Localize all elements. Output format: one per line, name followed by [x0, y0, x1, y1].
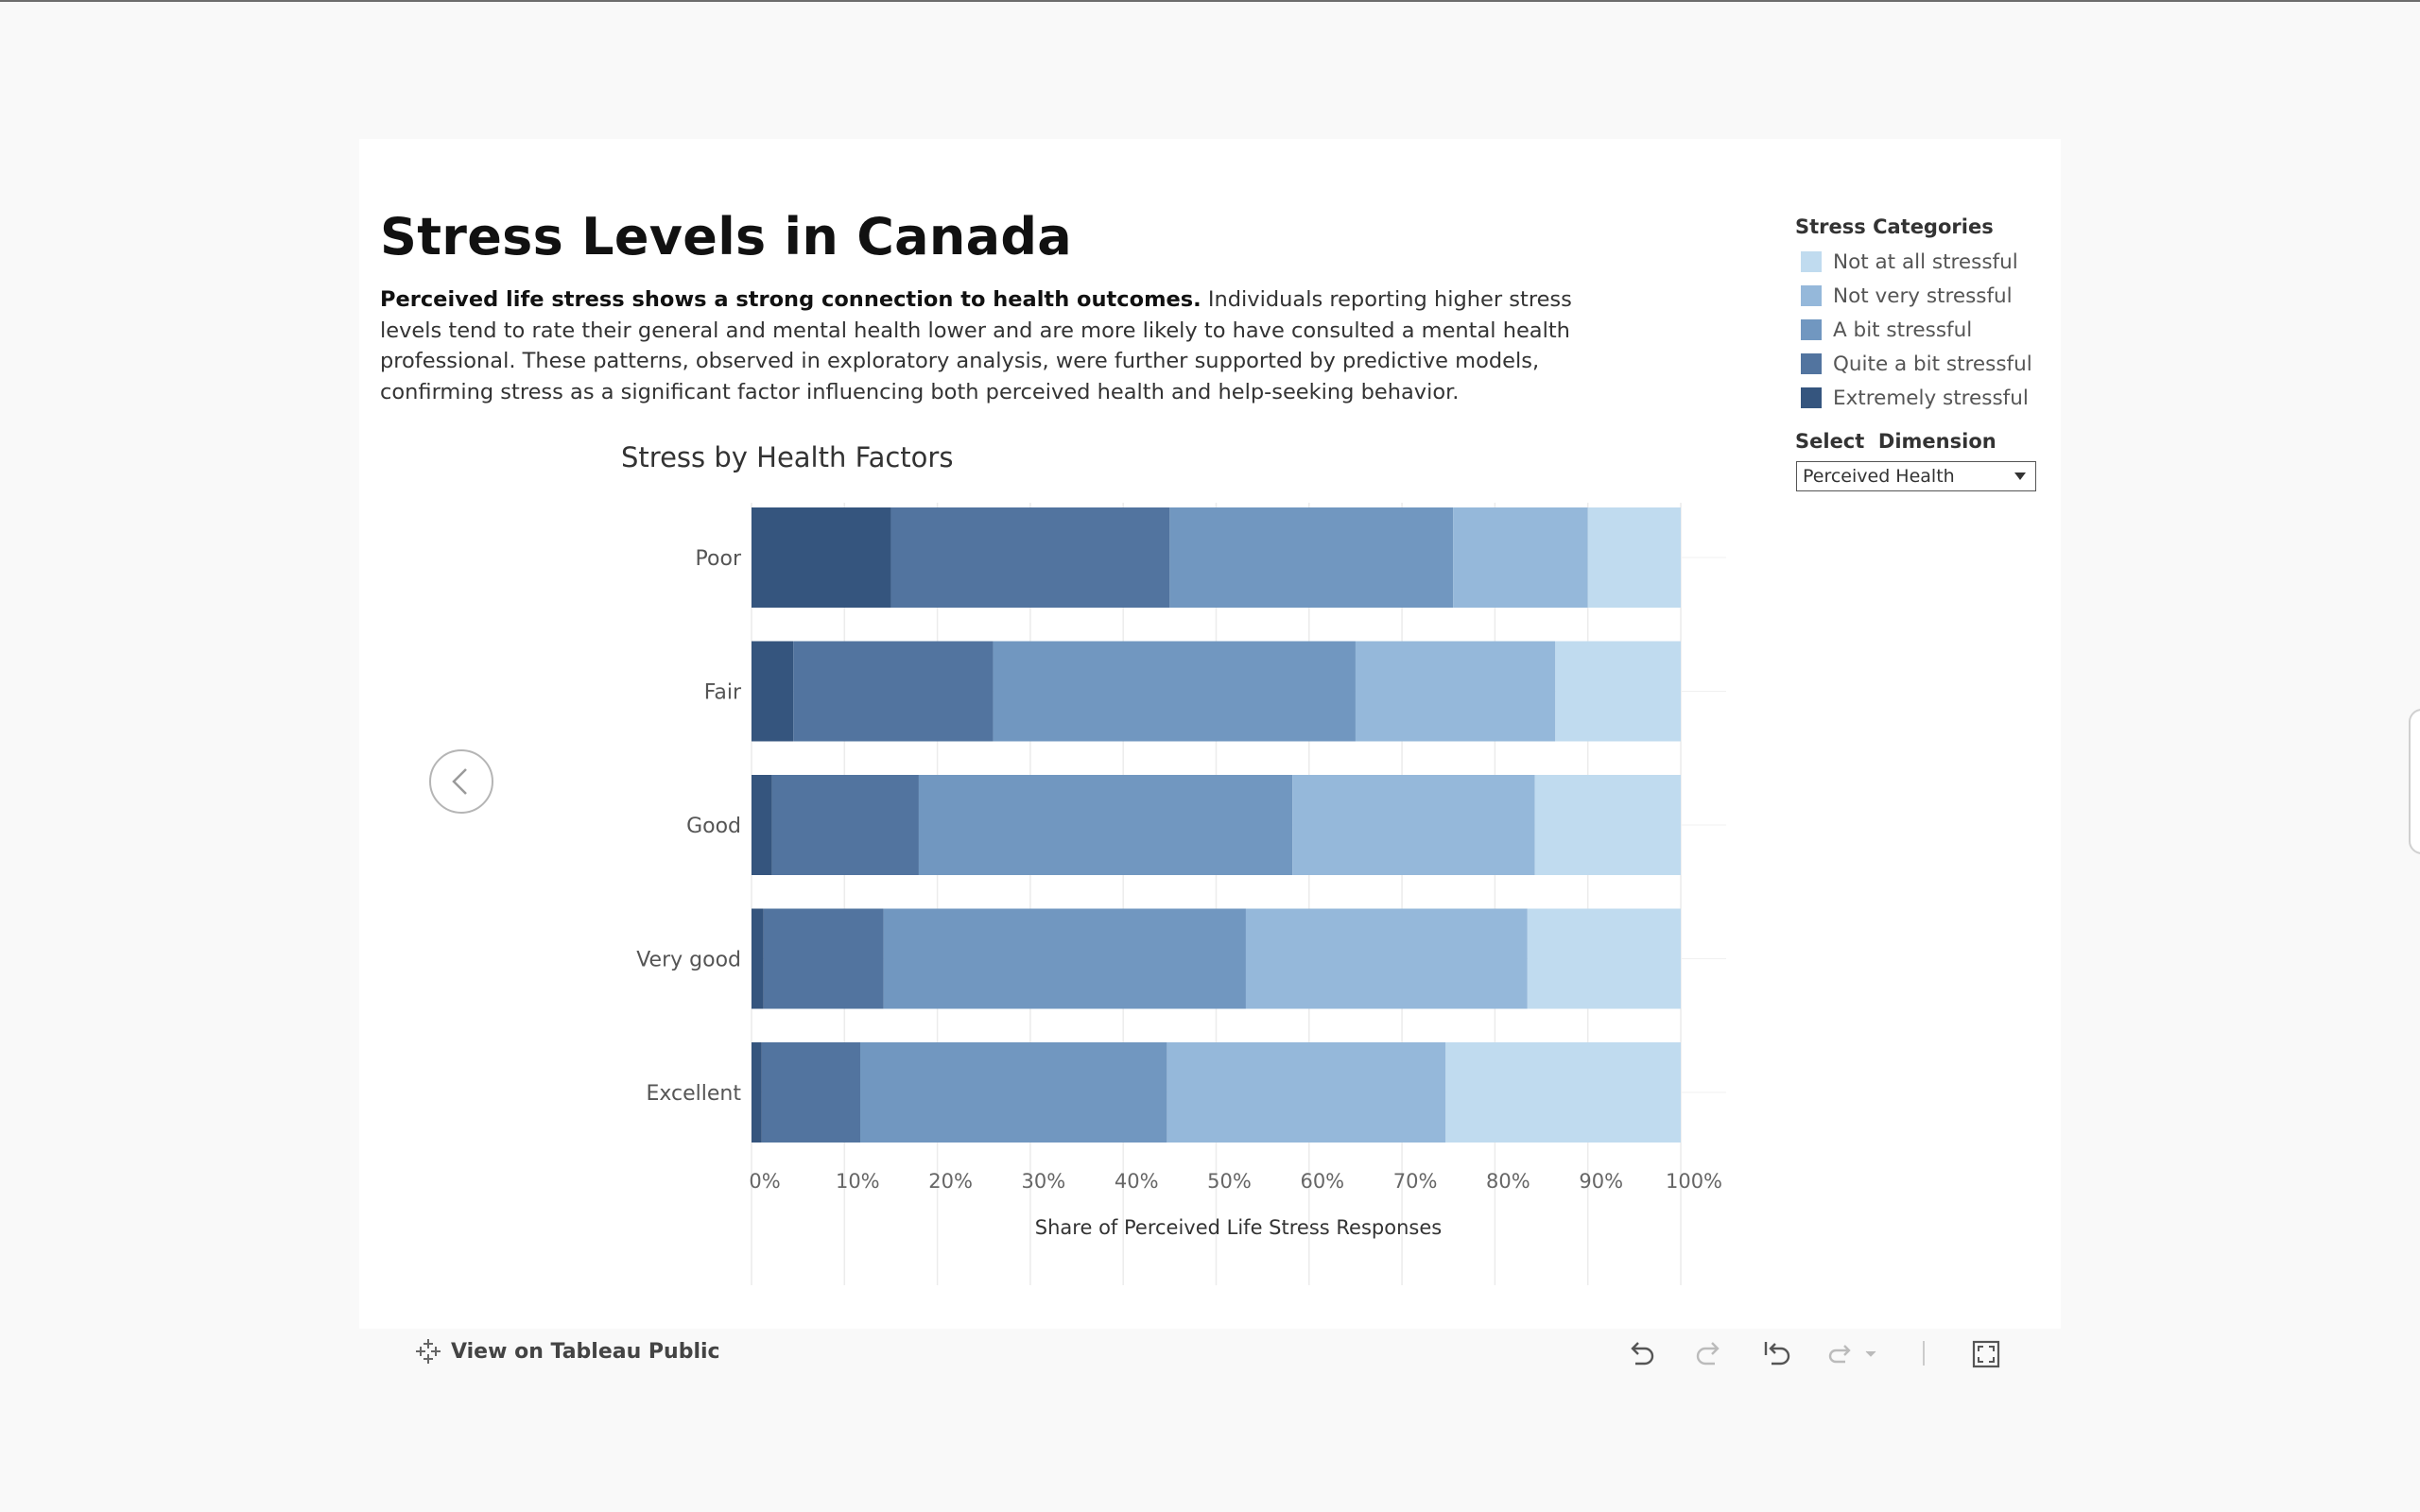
legend-swatch: [1801, 387, 1822, 408]
x-tick-label: 100%: [1666, 1170, 1722, 1193]
legend-label: Extremely stressful: [1833, 386, 2029, 410]
dimension-select-value: Perceived Health: [1803, 466, 1955, 487]
legend-item[interactable]: A bit stressful: [1795, 313, 2032, 347]
view-on-tableau-label: View on Tableau Public: [451, 1339, 720, 1364]
category-label: Fair: [704, 681, 742, 705]
stress-legend: Stress Categories Not at all stressful No…: [1795, 215, 2032, 415]
side-panel-tab[interactable]: [2409, 709, 2420, 854]
description-body: Individuals reporting higher stress leve…: [380, 287, 1572, 404]
bar-segment: [918, 775, 1293, 875]
description: Perceived life stress shows a strong con…: [380, 284, 1599, 407]
legend-label: Not very stressful: [1833, 284, 2013, 308]
bar-segment: [752, 908, 764, 1009]
bar-segment: [1355, 641, 1556, 742]
category-label: Poor: [696, 547, 742, 571]
previous-story-button[interactable]: [429, 749, 493, 814]
x-tick-label: 30%: [1022, 1170, 1066, 1193]
legend-label: Not at all stressful: [1833, 249, 2018, 274]
x-tick-label: 20%: [928, 1170, 973, 1193]
legend-swatch: [1801, 319, 1822, 340]
x-tick-label: 80%: [1486, 1170, 1530, 1193]
legend-label: A bit stressful: [1833, 318, 1973, 342]
chevron-left-icon: [452, 768, 467, 795]
x-tick-label: 60%: [1300, 1170, 1344, 1193]
chevron-down-icon: [2014, 472, 2026, 480]
description-lead: Perceived life stress shows a strong con…: [380, 287, 1201, 312]
bar-segment: [752, 641, 794, 742]
undo-icon[interactable]: [1624, 1337, 1658, 1371]
bar-segment: [752, 507, 891, 608]
toolbar-divider: [1923, 1341, 1925, 1366]
category-label: Very good: [636, 949, 741, 972]
bar-segment: [1445, 1042, 1681, 1143]
x-tick-label: 0%: [749, 1170, 780, 1193]
bar-segment: [763, 908, 884, 1009]
revert-icon[interactable]: [1760, 1337, 1794, 1371]
tableau-viz: Stress Levels in Canada Perceived life s…: [359, 139, 2061, 1329]
page-title: Stress Levels in Canada: [380, 207, 1073, 266]
view-on-tableau-link[interactable]: View on Tableau Public: [413, 1336, 720, 1366]
bar-segment: [771, 775, 919, 875]
bar-segment: [1245, 908, 1528, 1009]
legend-title: Stress Categories: [1795, 215, 1994, 238]
category-label: Good: [686, 815, 741, 838]
chart-title: Stress by Health Factors: [621, 441, 953, 473]
legend-swatch: [1801, 285, 1822, 306]
bar-segment: [1167, 1042, 1446, 1143]
dimension-select[interactable]: Perceived Health: [1796, 461, 2036, 491]
bar-segment: [1169, 507, 1454, 608]
bar-segment: [1527, 908, 1681, 1009]
redo-icon[interactable]: [1692, 1337, 1726, 1371]
x-tick-label: 10%: [836, 1170, 880, 1193]
bar-segment: [752, 1042, 762, 1143]
bar-segment: [752, 775, 772, 875]
top-border: [0, 0, 2420, 2]
bar-segment: [1453, 507, 1588, 608]
legend-item[interactable]: Not very stressful: [1795, 279, 2032, 313]
bar-segment: [761, 1042, 861, 1143]
bar-segment: [883, 908, 1246, 1009]
tableau-logo-icon: [416, 1339, 441, 1364]
bar-segment: [1555, 641, 1681, 742]
category-label: Excellent: [647, 1082, 742, 1106]
x-axis-label: Share of Perceived Life Stress Responses: [1035, 1216, 1442, 1239]
stacked-bar-chart: Stress by Health Factors Poor Fair Good Very…: [621, 441, 1726, 1285]
x-tick-label: 70%: [1393, 1170, 1438, 1193]
x-tick-label: 90%: [1579, 1170, 1623, 1193]
bar-segment: [1534, 775, 1681, 875]
legend-item[interactable]: Quite a bit stressful: [1795, 347, 2032, 381]
legend-item[interactable]: Not at all stressful: [1795, 245, 2032, 279]
x-tick-label: 50%: [1207, 1170, 1252, 1193]
refresh-icon[interactable]: [1824, 1337, 1881, 1371]
dimension-title: Select Dimension: [1795, 430, 1996, 453]
bar-segment: [1587, 507, 1681, 608]
bar-segment: [993, 641, 1356, 742]
legend-label: Quite a bit stressful: [1833, 352, 2032, 376]
x-tick-label: 40%: [1115, 1170, 1159, 1193]
legend-swatch: [1801, 251, 1822, 272]
legend-swatch: [1801, 353, 1822, 374]
bar-segment: [793, 641, 994, 742]
bar-segment: [1292, 775, 1535, 875]
legend-item[interactable]: Extremely stressful: [1795, 381, 2032, 415]
bar-segment: [860, 1042, 1167, 1143]
bar-segment: [890, 507, 1170, 608]
fullscreen-icon[interactable]: [1969, 1337, 2003, 1371]
